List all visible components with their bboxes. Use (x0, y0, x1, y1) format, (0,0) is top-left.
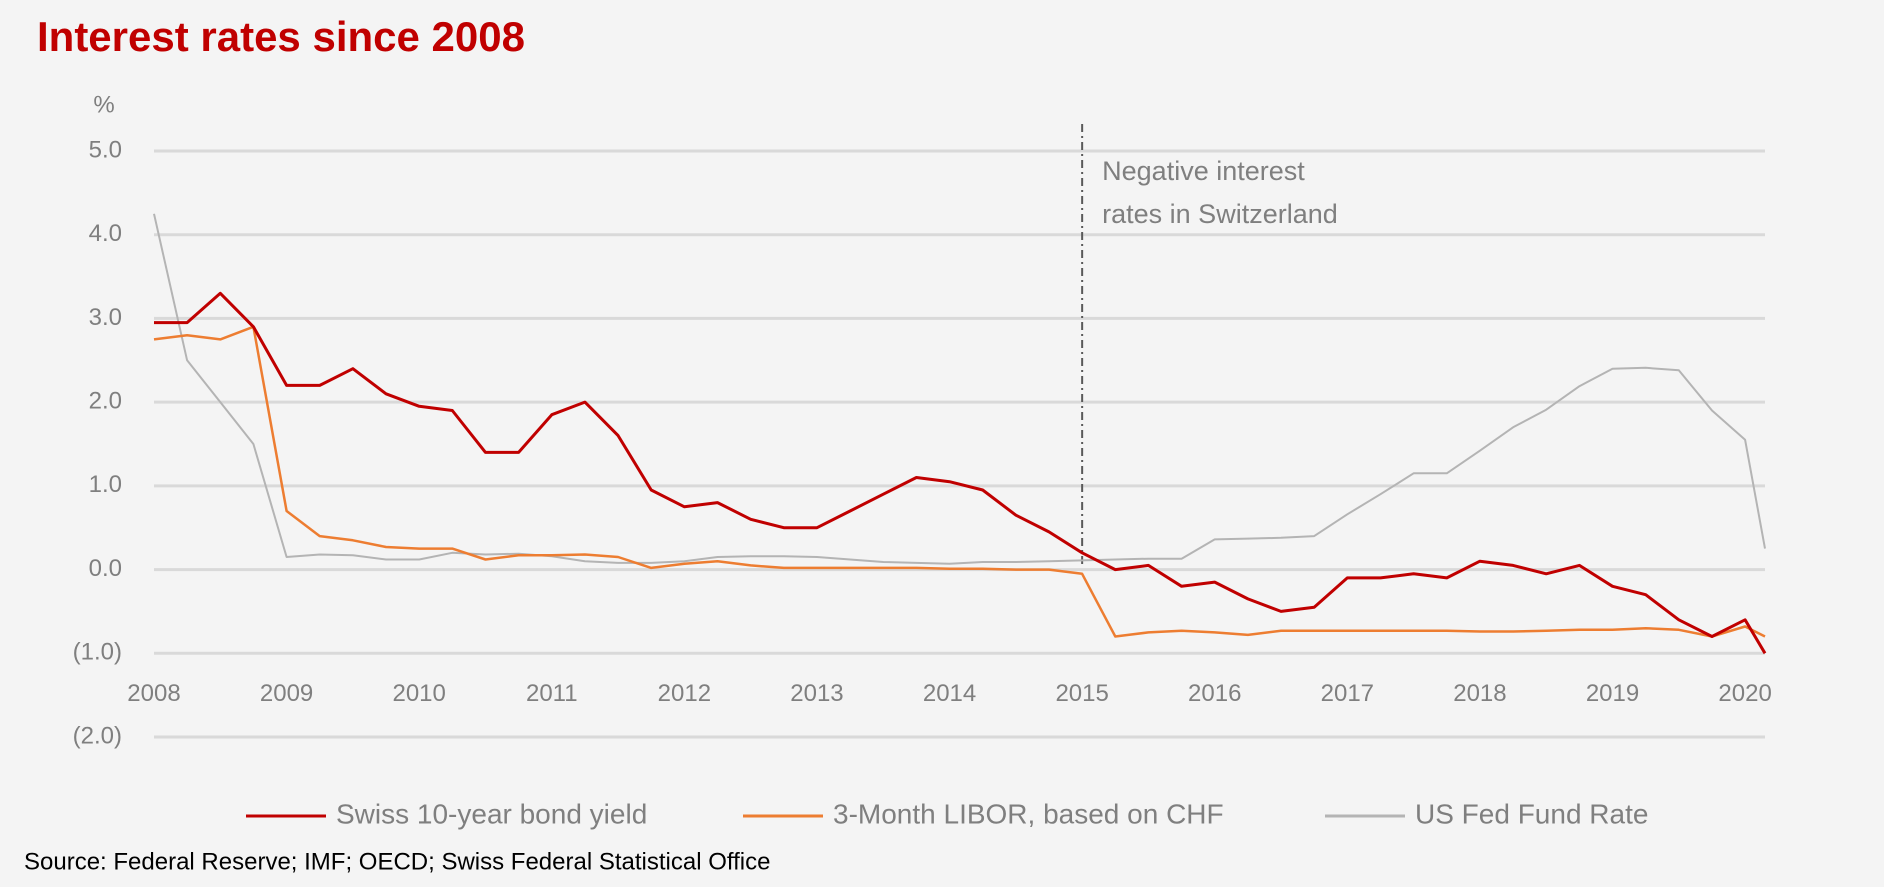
legend-label: US Fed Fund Rate (1415, 798, 1648, 829)
y-unit: % (93, 91, 114, 118)
y-tick-label: (1.0) (73, 639, 122, 666)
source: Source: Federal Reserve; IMF; OECD; Swis… (24, 848, 770, 875)
y-tick-label: 1.0 (89, 471, 122, 498)
annotation-text: rates in Switzerland (1102, 199, 1338, 229)
series-line (154, 291, 1767, 655)
x-tick-label: 2009 (260, 680, 313, 707)
x-tick-label: 2017 (1321, 680, 1374, 707)
x-tick-label: 2010 (392, 680, 445, 707)
x-tick-label: 2018 (1453, 680, 1506, 707)
chart-title: Interest rates since 2008 (37, 13, 525, 60)
x-tick-label: 2019 (1586, 680, 1639, 707)
annotation-text: Negative interest (1102, 156, 1305, 186)
x-tick-label: 2011 (526, 680, 578, 707)
legend-label: Swiss 10-year bond yield (336, 798, 647, 829)
x-tick-label: 2013 (790, 680, 843, 707)
x-tick-label: 2015 (1055, 680, 1108, 707)
series-line (153, 325, 1766, 638)
x-tick-label: 2014 (923, 680, 976, 707)
x-tick-label: 2008 (127, 680, 180, 707)
series-line (153, 213, 1766, 565)
x-tick-label: 2012 (658, 680, 711, 707)
y-tick-label: (2.0) (73, 722, 122, 749)
y-tick-label: 0.0 (89, 555, 122, 582)
y-tick-label: 3.0 (89, 304, 122, 331)
y-tick-label: 2.0 (89, 387, 122, 414)
y-tick-label: 4.0 (89, 220, 122, 247)
legend-label: 3-Month LIBOR, based on CHF (833, 798, 1224, 829)
x-tick-label: 2020 (1718, 680, 1771, 707)
x-tick-label: 2016 (1188, 680, 1241, 707)
y-tick-label: 5.0 (89, 136, 122, 163)
